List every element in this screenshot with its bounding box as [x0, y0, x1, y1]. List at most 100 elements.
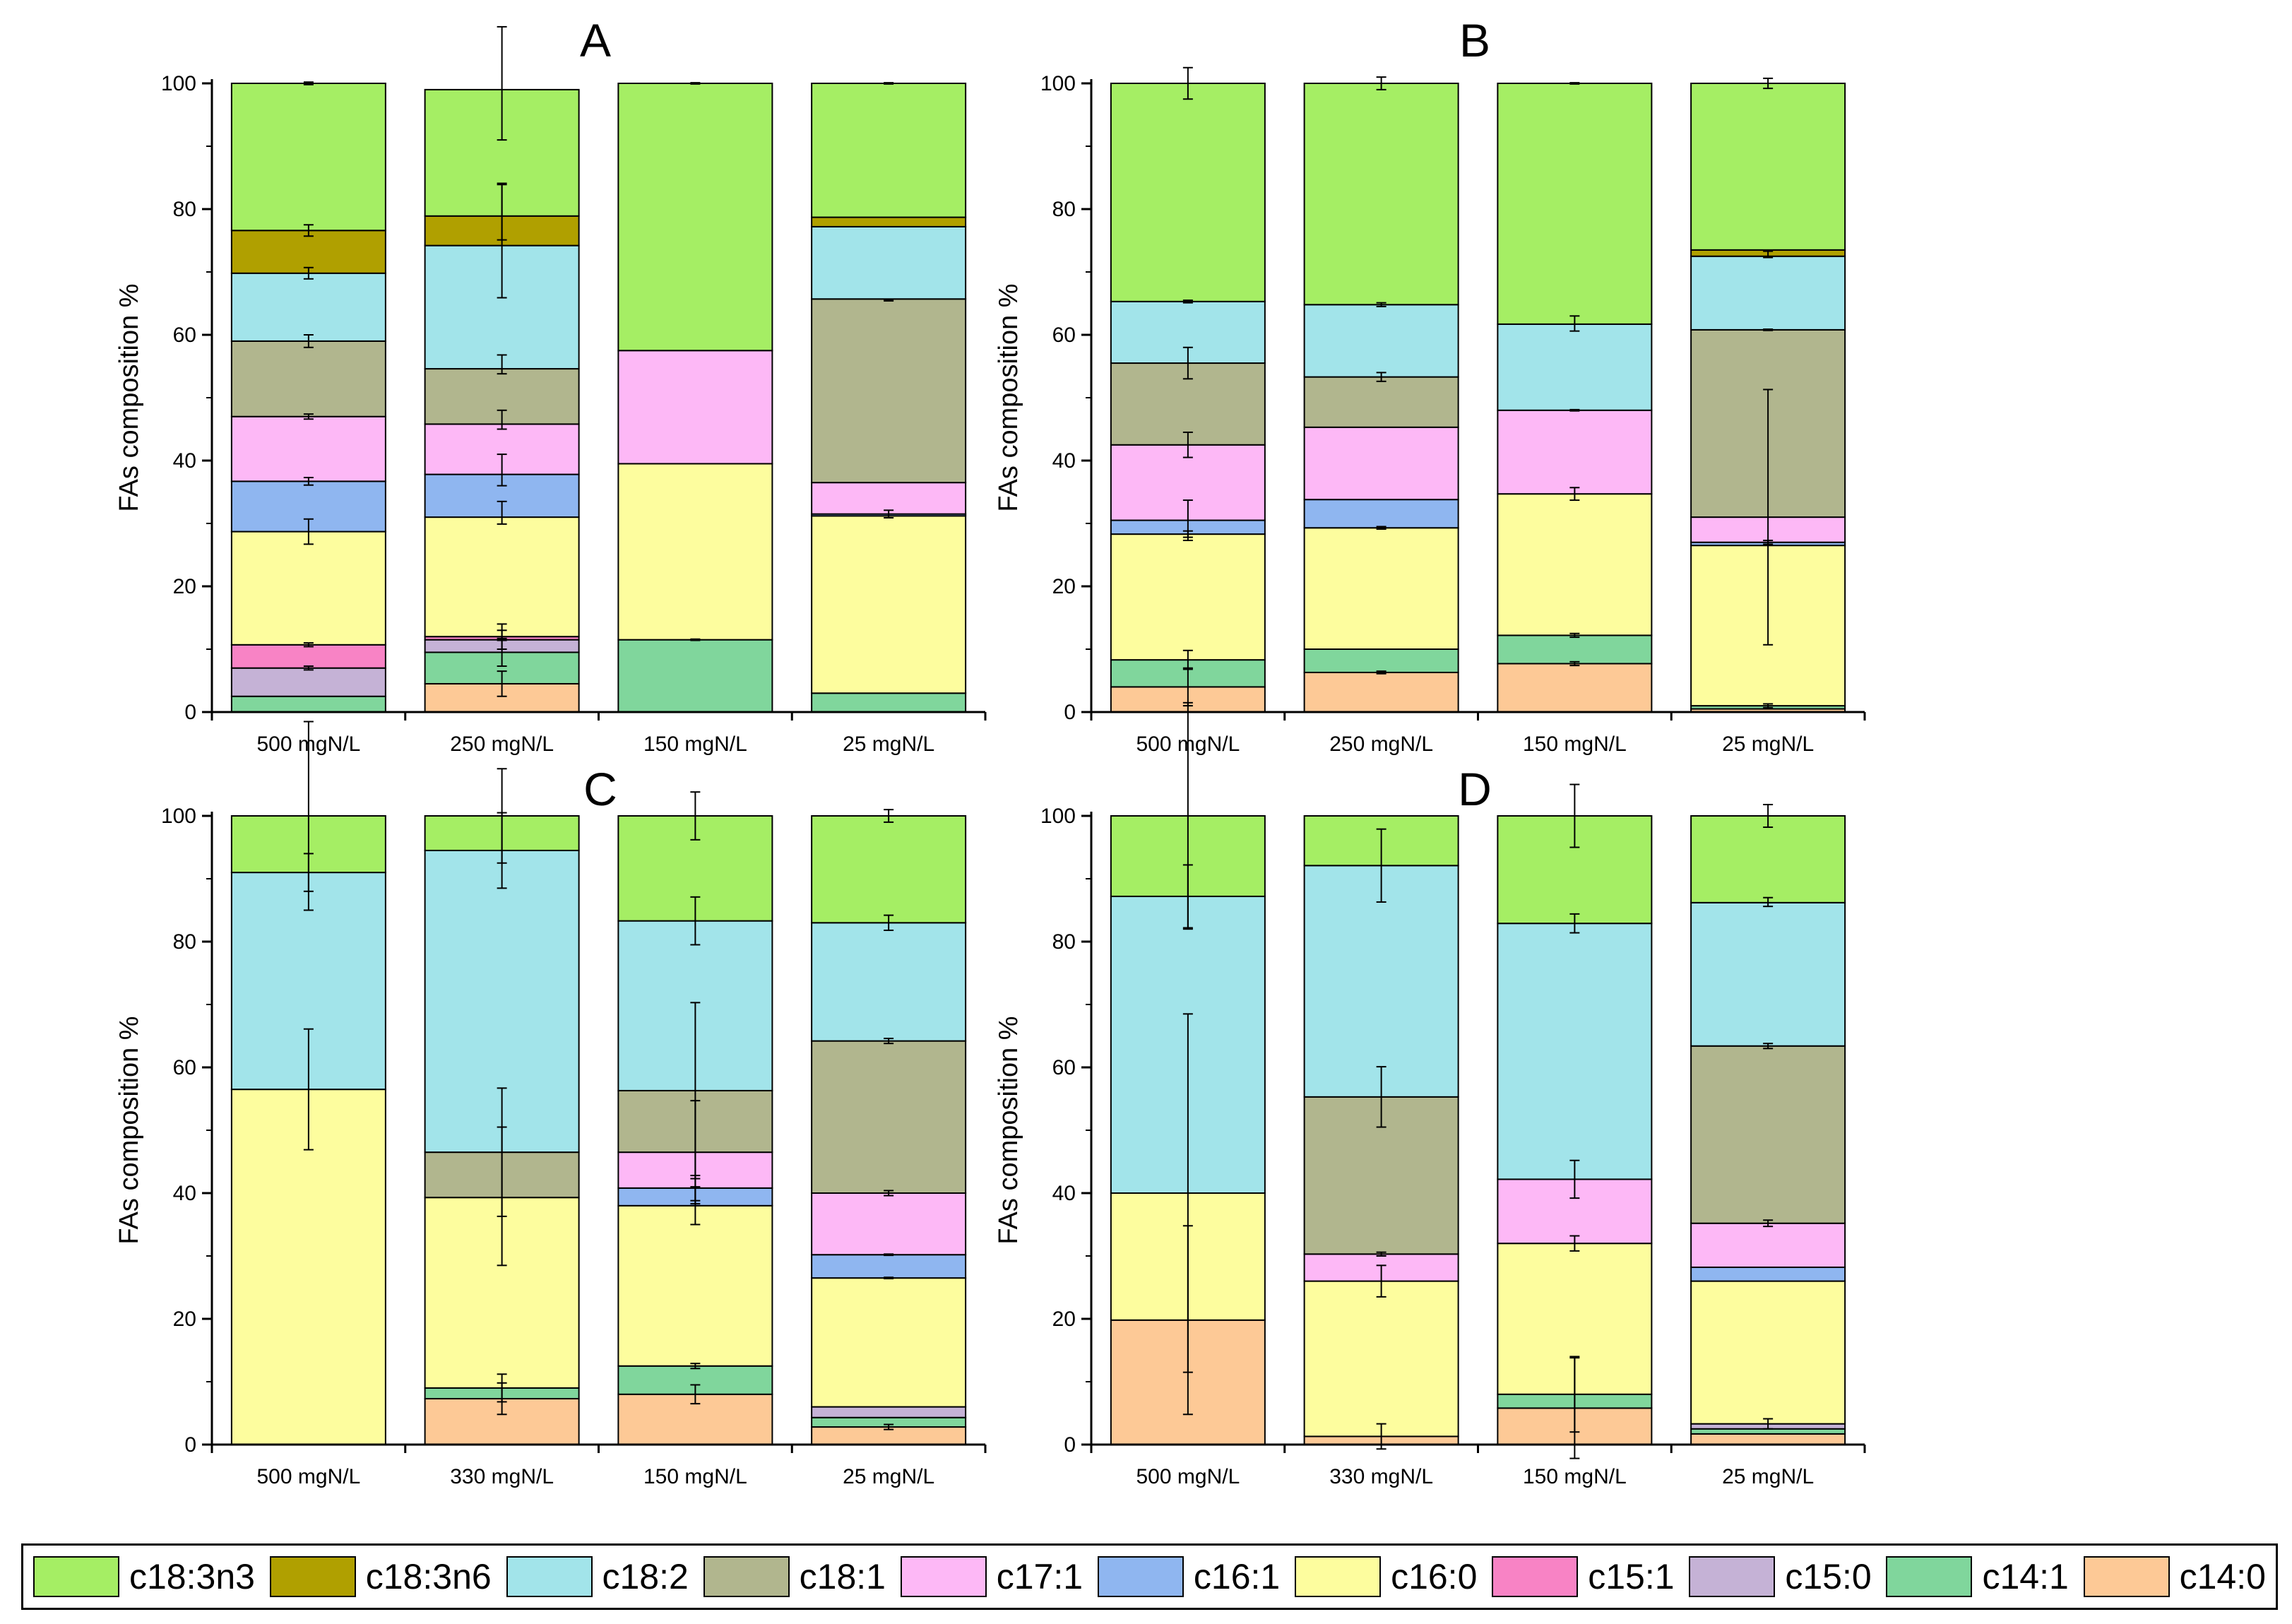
error-bar: [1763, 896, 1774, 908]
error-bar: [1569, 408, 1580, 412]
error-bar: [690, 82, 701, 85]
bar-segment-c18-3n3: [1497, 83, 1653, 325]
error-bar: [884, 82, 894, 85]
error-bar: [497, 1382, 507, 1416]
error-bar: [1569, 1159, 1580, 1199]
bar-segment-c16-0: [424, 516, 580, 638]
error-bar: [1376, 526, 1387, 531]
legend-item-c14-0: c14:0: [2083, 1556, 2266, 1597]
error-bar: [1763, 1043, 1774, 1050]
error-bar: [497, 25, 507, 141]
error-bar: [884, 509, 894, 518]
panel-title: D: [1458, 763, 1492, 815]
bar-segment-c14-1: [1303, 648, 1459, 673]
bar-segment-c18-2: [811, 225, 967, 300]
panel-title: B: [1459, 14, 1490, 66]
legend-label: c15:0: [1785, 1557, 1872, 1596]
legend-swatch: [2083, 1556, 2170, 1597]
legend-label: c17:1: [996, 1557, 1083, 1596]
y-tick-label: 0: [1064, 1433, 1076, 1457]
legend-swatch: [506, 1556, 593, 1597]
x-tick-label: 25 mgN/L: [1722, 733, 1814, 756]
error-bar: [1763, 1219, 1774, 1228]
bar-segment-c17-1: [1303, 426, 1459, 501]
error-bar: [497, 409, 507, 430]
bar-segment-c18-3n3: [230, 83, 386, 232]
legend-label: c18:3n3: [129, 1557, 255, 1596]
bar-segment-c14-1: [617, 639, 773, 713]
error-bar: [1376, 1251, 1387, 1257]
error-bar: [884, 809, 894, 823]
error-bar: [1182, 864, 1193, 929]
bar-segment-c17-1: [1690, 1222, 1846, 1269]
error-bar: [884, 1276, 894, 1280]
bar-segment-c18-2: [1110, 300, 1266, 364]
error-bar: [884, 299, 894, 302]
x-tick-label: 330 mgN/L: [450, 1465, 554, 1488]
legend-label: c18:2: [602, 1557, 689, 1596]
error-bar: [1569, 783, 1580, 848]
y-tick-label: 20: [1052, 1308, 1076, 1331]
bar-segment-c16-1: [1690, 1267, 1846, 1282]
bar-segment-c16-0: [1303, 527, 1459, 650]
bar-segment-c16-1: [1303, 499, 1459, 529]
error-bar: [497, 637, 507, 668]
error-bar: [1763, 1418, 1774, 1430]
error-bar: [690, 638, 701, 641]
bar-segment-c16-0: [1497, 493, 1653, 636]
error-bar: [1182, 346, 1193, 380]
bar-segment-c18-3n3: [1303, 83, 1459, 306]
bar-segment-c18-3n3: [811, 815, 967, 924]
error-bar: [303, 518, 314, 545]
bar-segment-c16-0: [230, 531, 386, 646]
bar-segment-c18-2: [1497, 323, 1653, 411]
error-bar: [1569, 487, 1580, 502]
legend-swatch: [33, 1556, 119, 1597]
y-tick-label: 60: [1052, 1056, 1076, 1079]
y-tick-label: 60: [173, 1056, 196, 1079]
bar-segment-c17-1: [811, 1192, 967, 1256]
y-axis-label: FAs composition %: [114, 1016, 144, 1244]
bar-segment-c14-0: [1303, 671, 1459, 713]
error-bar: [1763, 803, 1774, 829]
error-bar: [497, 1126, 507, 1267]
y-tick-label: 40: [173, 1182, 196, 1205]
y-tick-label: 40: [1052, 449, 1076, 473]
error-bar: [303, 1028, 314, 1151]
legend-label: c18:3n6: [365, 1557, 492, 1596]
error-bar: [884, 1423, 894, 1430]
error-bar: [1182, 300, 1193, 304]
bar-segment-c18-2: [811, 922, 967, 1042]
bar-segment-c16-0: [811, 1277, 967, 1408]
error-bar: [1569, 1235, 1580, 1252]
y-tick-label: 0: [184, 701, 196, 724]
legend: c18:3n3 c18:3n6 c18:2 c18:1 c17:1 c16:1 c16:0 c…: [21, 1543, 2278, 1610]
bar-segment-c18-1: [811, 1040, 967, 1194]
bar-segment-c14-1: [230, 695, 386, 713]
error-bar: [497, 454, 507, 487]
bar-segment-c18-3n6: [811, 216, 967, 227]
legend-label: c15:1: [1588, 1557, 1675, 1596]
y-tick-label: 100: [1040, 805, 1076, 828]
error-bar: [1182, 530, 1193, 538]
error-bar: [1182, 431, 1193, 458]
error-bar: [884, 914, 894, 931]
y-tick-label: 100: [161, 72, 196, 95]
error-bar: [1763, 540, 1774, 545]
legend-swatch: [1097, 1556, 1184, 1597]
bar-segment-c18-2: [1303, 865, 1459, 1098]
y-tick-label: 20: [173, 1308, 196, 1331]
bar-segment-c16-1: [811, 1254, 967, 1279]
error-bar: [497, 670, 507, 697]
legend-label: c18:1: [799, 1557, 886, 1596]
error-bar: [303, 642, 314, 648]
error-bar: [690, 1186, 701, 1226]
error-bar: [1763, 250, 1774, 259]
error-bar: [303, 477, 314, 486]
error-bar: [1763, 389, 1774, 646]
bar-segment-c14-0: [1497, 663, 1653, 713]
x-tick-label: 150 mgN/L: [643, 1465, 747, 1488]
bar-segment-c16-0: [617, 463, 773, 641]
